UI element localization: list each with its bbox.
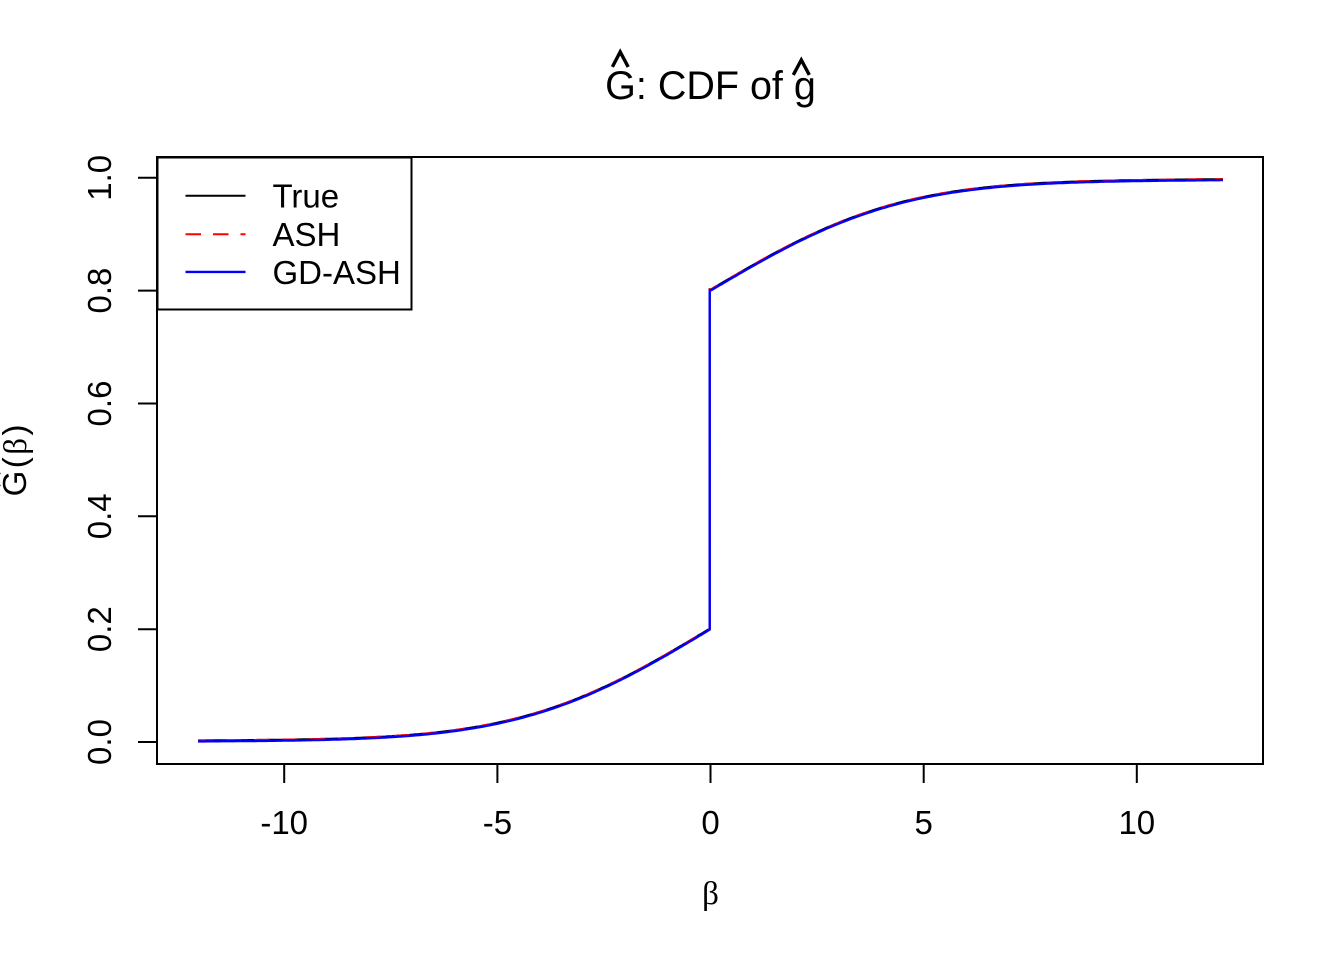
svg-text:1.0: 1.0	[81, 155, 118, 201]
svg-text:GD-ASH: GD-ASH	[273, 254, 401, 291]
svg-text:β: β	[702, 876, 719, 912]
svg-text:G: CDF of g: G: CDF of g	[605, 64, 816, 108]
svg-text:True: True	[273, 178, 340, 215]
svg-text:0.0: 0.0	[81, 719, 118, 765]
svg-text:0.4: 0.4	[81, 493, 118, 539]
svg-text:0.8: 0.8	[81, 268, 118, 314]
svg-text:ASH: ASH	[273, 216, 341, 253]
svg-text:0.6: 0.6	[81, 381, 118, 427]
svg-text:0: 0	[701, 804, 719, 841]
svg-text:0.2: 0.2	[81, 606, 118, 652]
svg-text:-5: -5	[483, 804, 512, 841]
svg-text:G(β): G(β)	[0, 424, 34, 496]
svg-text:10: 10	[1118, 804, 1155, 841]
svg-text:5: 5	[915, 804, 933, 841]
svg-text:-10: -10	[260, 804, 308, 841]
